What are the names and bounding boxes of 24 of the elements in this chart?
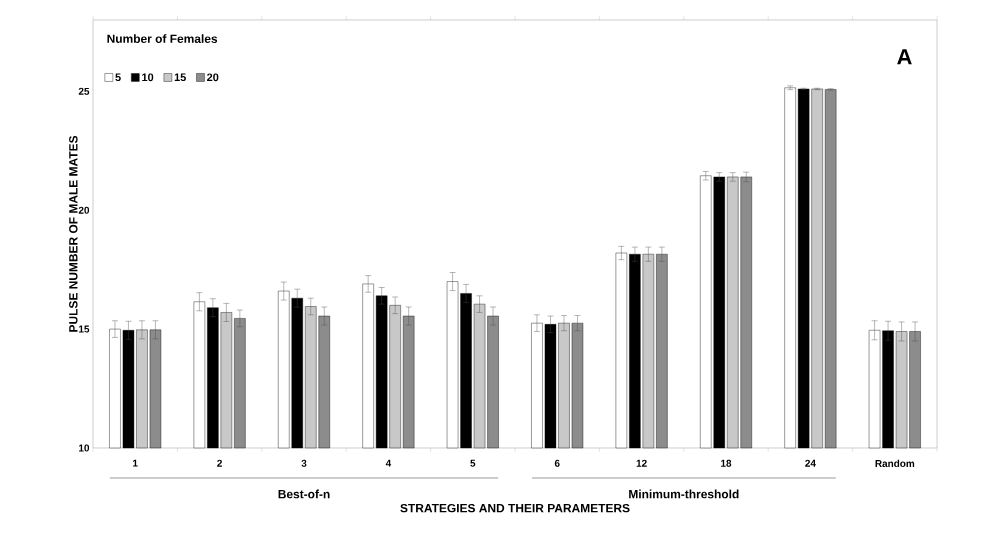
x-tick-label: 2 (217, 459, 222, 467)
x-tick-label: 18 (721, 459, 732, 467)
x-tick-label: Random (875, 459, 915, 468)
x-tick-label: 6 (554, 459, 560, 467)
x-tick-label: 5 (470, 459, 476, 467)
legend-label: 20 (207, 73, 219, 82)
legend-label: 5 (115, 73, 121, 82)
x-axis-title: STRATEGIES AND THEIR PARAMETERS (400, 503, 630, 513)
x-tick-label: 3 (301, 459, 307, 467)
legend-label: 15 (174, 73, 186, 82)
legend-label: 10 (142, 73, 154, 82)
y-tick-label: 25 (78, 87, 90, 95)
y-tick-label: 15 (79, 325, 90, 333)
text: Best-of-n (278, 489, 330, 499)
x-tick-label: 24 (805, 459, 816, 467)
x-tick-label: 12 (636, 459, 647, 467)
text: Minimum-threshold (629, 489, 739, 499)
y-tick-label: 20 (78, 206, 90, 214)
y-tick-label: 10 (79, 444, 90, 452)
legend-title: Number of Females (107, 34, 218, 43)
y-axis-title: PULSE NUMBER OF MALE MATES (69, 135, 78, 332)
annotation: A (897, 49, 912, 65)
x-tick-label: 4 (385, 459, 392, 467)
x-tick-label: 1 (133, 459, 138, 467)
